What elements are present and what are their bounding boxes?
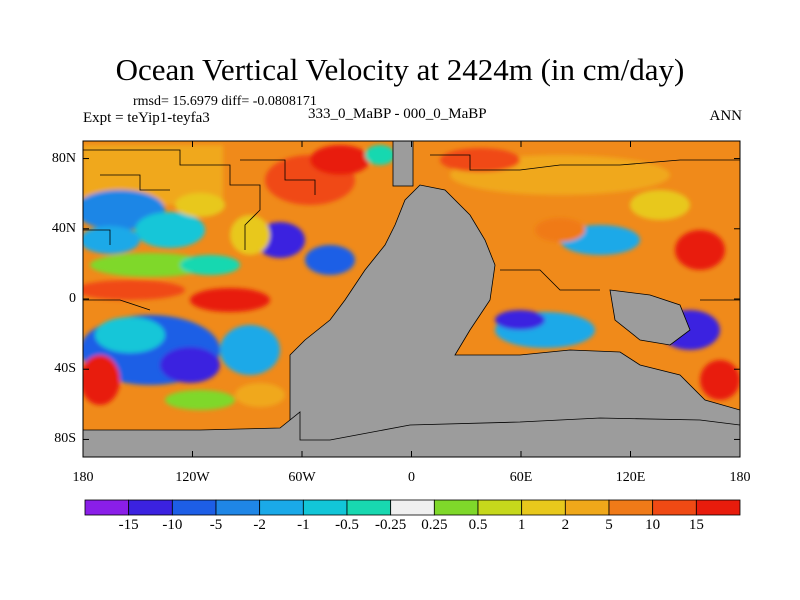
- colorbar-label: 1: [517, 517, 526, 533]
- lon-label: 120W: [175, 470, 210, 485]
- colorbar-swatch: [433, 499, 479, 516]
- map-title: Ocean Vertical Velocity at 2424m (in cm/…: [115, 52, 685, 87]
- lon-label: 0: [408, 470, 415, 485]
- colorbar-swatch: [477, 499, 523, 516]
- land-masses: [83, 141, 740, 457]
- map-subtitle: 333_0_MaBP - 000_0_MaBP: [308, 106, 487, 122]
- lon-label: 180: [729, 470, 751, 485]
- lat-label: 40S: [54, 361, 76, 377]
- lon-label: 180: [72, 470, 94, 485]
- coastline-traces: [83, 149, 740, 311]
- colorbar-label: -1: [297, 517, 310, 533]
- colorbar-label: -0.5: [335, 517, 359, 533]
- colorbar-label: 5: [605, 517, 613, 533]
- lon-label: 120E: [615, 470, 646, 485]
- colorbar-swatch: [695, 499, 741, 516]
- season-label: ANN: [709, 108, 743, 124]
- colorbar-swatch: [302, 499, 348, 516]
- lat-label: 40N: [51, 220, 76, 236]
- colorbar-label: -0.25: [375, 517, 407, 533]
- colorbar-label: 10: [645, 517, 661, 533]
- colorbar-swatch: [564, 499, 610, 516]
- colorbar-swatch: [171, 499, 217, 516]
- colorbar-label: 2: [561, 517, 570, 533]
- lon-label: 60E: [509, 470, 533, 485]
- colorbar-label: 0.25: [421, 517, 448, 533]
- land-arctic-strip: [392, 141, 414, 187]
- colorbar-swatch: [390, 499, 435, 516]
- colorbar-swatch: [259, 499, 304, 516]
- colorbar-swatch: [215, 499, 261, 516]
- colorbar-label: -5: [209, 517, 223, 533]
- colorbar-label: -2: [253, 517, 266, 533]
- land-americas-africa: [289, 184, 740, 457]
- land-antarctica: [83, 411, 740, 457]
- colorbar-label: 15: [688, 517, 704, 533]
- lon-label: 60W: [288, 470, 316, 485]
- lat-label: 80N: [51, 150, 76, 166]
- land-australia: [609, 289, 691, 346]
- lon-ticks: [82, 141, 741, 457]
- colorbar-swatch: [521, 499, 566, 516]
- colorbar-swatch: [128, 499, 173, 516]
- lat-label: 80S: [54, 431, 76, 447]
- colorbar-swatch: [608, 499, 654, 516]
- lat-label: 0: [69, 291, 76, 306]
- colorbar-swatch: [84, 499, 130, 516]
- experiment-label: Expt = teYip1-teyfa3: [83, 110, 210, 126]
- lat-ticks: [83, 158, 740, 440]
- colorbar-label: 0.5: [468, 517, 488, 533]
- colorbar-swatch: [652, 499, 697, 516]
- colorbar-label: -15: [118, 517, 139, 533]
- colorbar-label: -10: [162, 517, 183, 533]
- map-plot-area: [83, 141, 740, 457]
- colorbar: [84, 499, 741, 516]
- colorbar-swatch: [346, 499, 392, 516]
- stats-line: rmsd= 15.6979 diff= -0.0808171: [133, 94, 317, 109]
